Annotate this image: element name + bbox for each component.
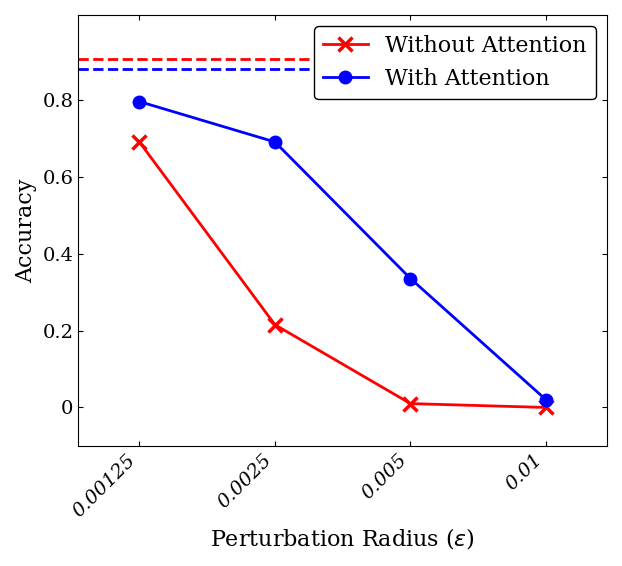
- X-axis label: Perturbation Radius ($\epsilon$): Perturbation Radius ($\epsilon$): [210, 526, 475, 551]
- Y-axis label: Accuracy: Accuracy: [15, 178, 37, 282]
- Legend: Without Attention, With Attention: Without Attention, With Attention: [314, 26, 596, 99]
